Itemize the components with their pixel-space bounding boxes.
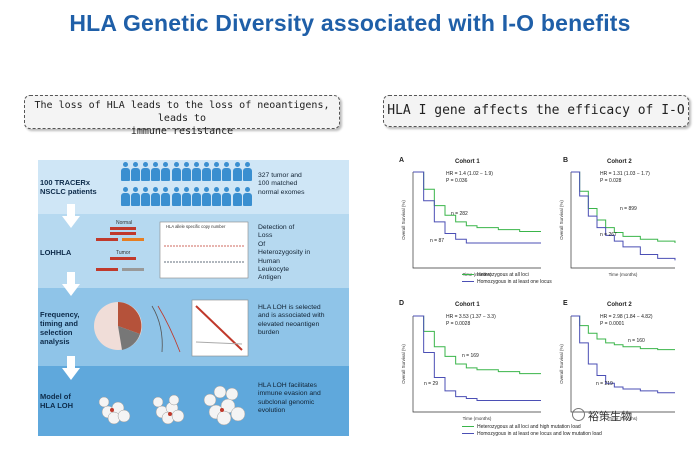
panel-letter-a: A [399,157,405,164]
panel-a-title: Cohort 1 [455,159,480,165]
callout-hla-loss: The loss of HLA leads to the loss of neo… [24,95,340,137]
km-plots-svg: Overall Survival (%)Time (months)Overall… [401,171,676,421]
km-axes [570,316,675,413]
panel-letter-b: B [563,157,569,164]
band-model [38,366,349,436]
step-desc-frequency: HLA LOH is selected and is associated wi… [258,304,325,337]
panel-a-p: P = 0.036 [446,178,468,184]
km-panel-a: Overall Survival (%) Time (months) [401,171,541,277]
page-title: HLA Genetic Diversity associated with I-… [69,10,631,36]
step-desc-lohhla: Detection of Loss Of Heterozygosity in H… [258,224,311,282]
tumor-label: Tumor [116,250,131,256]
panel-b-n-top: n = 899 [620,206,637,212]
legend-bottom-blue: Homozygous in at least one locus and low… [462,431,602,437]
km-curve-homozygous [413,171,541,244]
callout-line-1: The loss of HLA leads to the loss of neo… [34,100,330,124]
panel-e-hr: HR = 2.98 (1.84 − 4.82) [600,314,653,320]
panel-b-title: Cohort 2 [607,159,632,165]
panel-e-title: Cohort 2 [607,302,632,308]
panel-a-hr: HR = 1.4 (1.02 − 1.9) [446,171,493,177]
model-illustration [98,385,246,426]
km-curve-heterozygous [571,315,675,351]
km-xlabel: Time (months) [609,416,638,421]
frequency-illustration [94,299,249,357]
km-panel-b: Overall Survival (%) Time (months) [559,171,676,277]
step-desc-patients: 327 tumor and 100 matched normal exomes [258,172,305,196]
workflow-figure: 100 TRACERx NSCLC patients LOHHLA Freque… [38,160,349,436]
panel-letter-e: E [563,300,568,307]
panel-a-n-top: n = 282 [451,211,468,217]
legend-bottom-green: Heterozygous at all loci and high mutati… [462,424,581,430]
km-panel-d: Overall Survival (%) Time (months) [401,315,541,421]
km-axes [412,172,541,269]
arrow-down-icon [62,216,80,228]
panel-e-p: P = 0.0001 [600,321,625,327]
arrow-stem-2 [67,272,75,284]
panel-d-title: Cohort 1 [455,302,480,308]
km-ylabel: Overall Survival (%) [559,200,564,240]
panel-b-n-bottom: n = 267 [600,232,617,238]
cn-plot-title: HLA allele specific copy number [166,224,226,229]
km-curve-homozygous [413,315,541,401]
panel-b-p: P = 0.028 [600,178,622,184]
km-xlabel: Time (months) [463,272,492,277]
callout-line-2: immune resistance [130,126,234,137]
panel-e-n-bottom: n = 219 [596,381,613,387]
km-curve-homozygous [571,171,676,261]
arrow-stem-1 [67,204,75,216]
arrow-stem-3 [67,356,75,368]
step-label-model: Model of HLA LOH [40,392,74,410]
watermark-logo-icon [572,408,585,421]
cn-plot-points [164,245,244,263]
panel-b-hr: HR = 1.31 (1.03 − 1.7) [600,171,650,177]
panel-letter-d: D [399,300,405,307]
km-curve-heterozygous [571,171,676,244]
step-label-patients: 100 TRACERx NSCLC patients [40,178,97,196]
panel-d-p: P = 0.0028 [446,321,471,327]
km-curve-homozygous [571,315,675,394]
km-xlabel: Time (months) [463,416,492,421]
panel-d-hr: HR = 3.53 (1.37 − 3.3) [446,314,496,320]
panel-a-n-bottom: n = 87 [430,238,445,244]
watermark-text: 裕策生物 [588,411,632,423]
km-curve-heterozygous [413,315,541,375]
step-label-frequency: Frequency, timing and selection analysis [40,310,80,346]
normal-label: Normal [116,220,132,226]
km-ylabel: Overall Survival (%) [559,344,564,384]
panel-e-n-top: n = 160 [628,338,645,344]
legend-top-green: Heterozygous at all loci [462,272,529,278]
panel-d-n-bottom: n = 29 [424,381,439,387]
callout-hla-efficacy: HLA I gene affects the efficacy of I-O [383,95,689,127]
lohhla-illustration: Normal Tumor HLA allele specific copy nu… [96,220,249,279]
km-ylabel: Overall Survival (%) [401,344,406,384]
km-axes [570,172,675,269]
panel-d-n-top: n = 169 [462,353,479,359]
arrow-down-icon [62,284,80,296]
legend-top-blue: Homozygous in at least one locus [462,279,552,285]
km-curve-heterozygous [413,171,541,233]
step-desc-model: HLA LOH facilitates immune evasion and s… [258,382,321,415]
km-panel-e: Overall Survival (%) Time (months) [559,315,675,421]
km-axes [412,316,541,413]
step-label-lohhla: LOHHLA [40,248,72,257]
arrow-down-icon [62,368,80,380]
km-xlabel: Time (months) [609,272,638,277]
patients-people-icon [120,162,252,212]
km-ylabel: Overall Survival (%) [401,200,406,240]
